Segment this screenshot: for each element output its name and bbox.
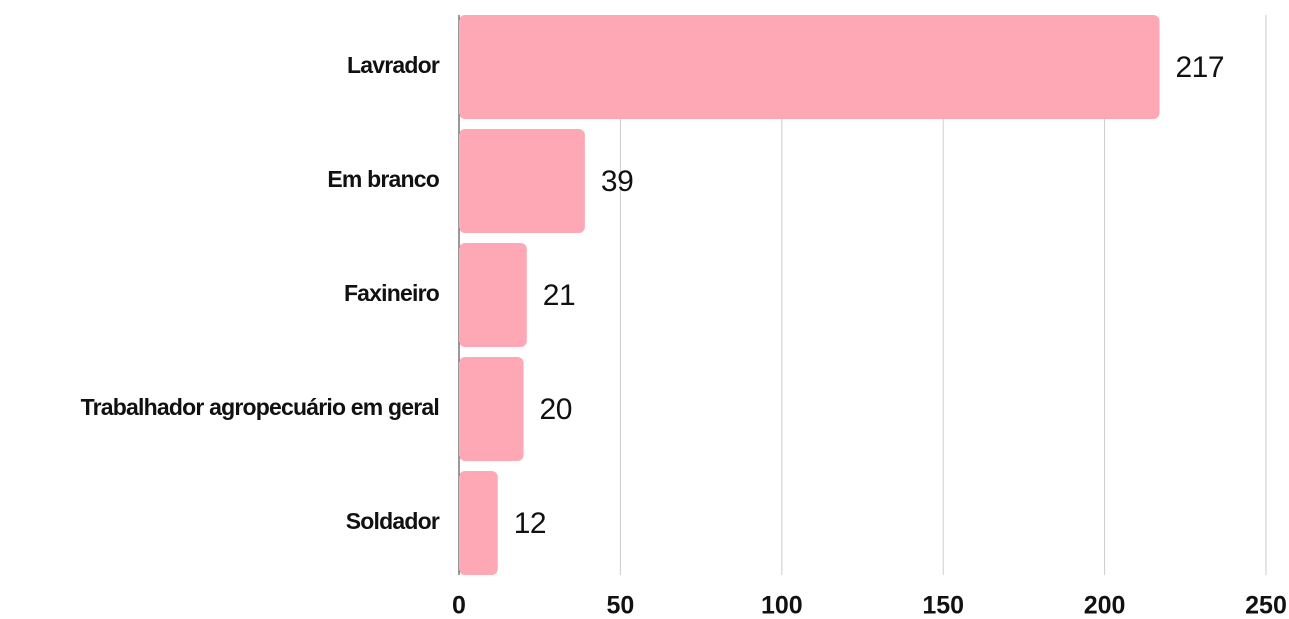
value-label: 39 [601, 165, 633, 198]
bar [459, 357, 524, 461]
bar [459, 129, 585, 233]
value-label: 12 [514, 507, 546, 540]
x-tick-label: 150 [922, 592, 964, 619]
value-label: 21 [543, 279, 575, 312]
value-label: 217 [1175, 51, 1224, 84]
y-tick-label: Soldador [346, 508, 440, 534]
bar [459, 471, 498, 575]
bar [459, 15, 1160, 119]
x-tick-label: 200 [1084, 592, 1126, 619]
x-tick-label: 0 [452, 592, 466, 619]
y-tick-label: Lavrador [347, 52, 440, 78]
x-tick-label: 50 [606, 592, 634, 619]
x-tick-label: 100 [761, 592, 803, 619]
y-tick-label: Em branco [327, 166, 439, 192]
bar [459, 243, 527, 347]
y-tick-label: Trabalhador agropecuário em geral [81, 394, 439, 420]
x-tick-label: 250 [1245, 592, 1287, 619]
y-tick-label: Faxineiro [344, 280, 440, 306]
value-label: 20 [540, 393, 572, 426]
